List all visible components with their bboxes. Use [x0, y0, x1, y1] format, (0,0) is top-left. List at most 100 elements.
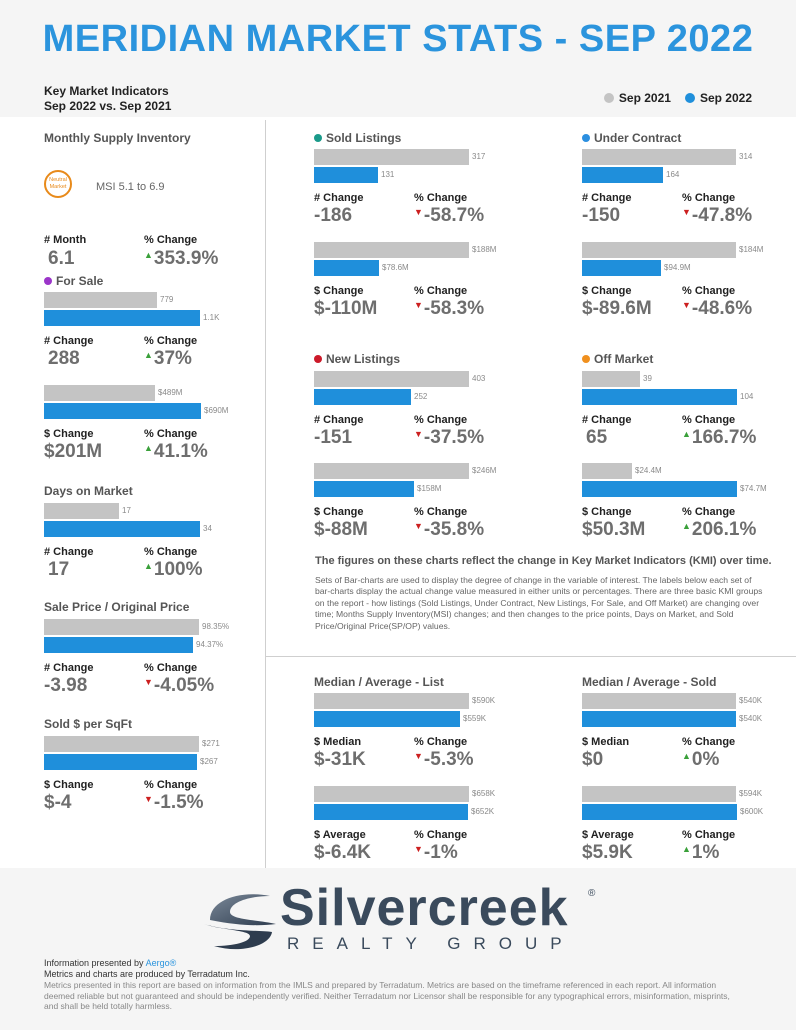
list-g2-pct-change: ▼ -1%: [414, 842, 458, 864]
pct-value: -35.8%: [423, 519, 485, 540]
down-arrow-icon: ▼: [414, 751, 423, 761]
list-g1-change-value: $-31K: [314, 749, 366, 770]
section-title-text: Median / Average - List: [314, 675, 444, 689]
sqft-bar-2022: [44, 754, 197, 770]
footer-produced: Metrics and charts are produced by Terra…: [44, 969, 250, 979]
sold-g1-label-2021: 317: [472, 152, 486, 161]
new-g2-label-2021: $246M: [472, 466, 497, 475]
under-g2-label-2022: $94.9M: [664, 263, 691, 272]
list-g2-change-label: $ Average: [314, 829, 366, 841]
new-g1-bar-2022: [314, 389, 411, 405]
for_sale-g1-change-label: # Change: [44, 335, 94, 347]
new-g2-bar-2021: [314, 463, 469, 479]
sqft-label-2021: $271: [202, 739, 220, 748]
off-g2-label-2022: $74.7M: [740, 484, 767, 493]
supply-title: Monthly Supply Inventory: [44, 131, 191, 145]
up-arrow-icon: ▲: [144, 350, 153, 360]
down-arrow-icon: ▼: [144, 794, 153, 804]
msi-range: MSI 5.1 to 6.9: [96, 181, 165, 193]
dom-pct-label: % Change: [144, 546, 198, 558]
footer-credits: Information presented by Aergo® Metrics …: [44, 958, 250, 980]
new-g1-change-label: # Change: [314, 414, 364, 426]
under-g2-change-label: $ Change: [582, 285, 632, 297]
for_sale-g2-pct-change: ▲ 41.1%: [144, 441, 208, 463]
soldp-g2-change-label: $ Average: [582, 829, 634, 841]
new-g2-bar-2022: [314, 481, 414, 497]
for_sale-g1-change-value: 288: [48, 348, 80, 369]
under-g2-change-value: $-89.6M: [582, 298, 652, 319]
vertical-divider: [265, 120, 266, 868]
legend-label-2021: Sep 2021: [618, 91, 671, 105]
soldp-g2-pct-label: % Change: [682, 829, 736, 841]
legend-dot-2022: [684, 93, 695, 103]
soldp-g1-bar-2021: [582, 693, 736, 709]
page-title: MERIDIAN MARKET STATS - SEP 2022: [42, 18, 754, 60]
pct-value: -4.05%: [153, 675, 215, 696]
aergo-link[interactable]: Aergo®: [145, 958, 177, 968]
under-title: Under Contract: [582, 131, 681, 145]
soldp-g1-change-label: $ Median: [582, 736, 630, 748]
kmi-line2: Sep 2022 vs. Sep 2021: [44, 99, 172, 113]
new-g2-label-2022: $158M: [417, 484, 442, 493]
sold-g2-pct-change: ▼ -58.3%: [414, 298, 484, 320]
sp_op-bar-2021: [44, 619, 199, 635]
pct-value: -1%: [423, 842, 458, 863]
pct-value: -48.6%: [691, 298, 753, 319]
neutral-market-badge-icon: Neutral Market: [44, 170, 72, 198]
soldp-title: Median / Average - Sold: [582, 675, 716, 689]
soldp-g1-label-2021: $540K: [739, 696, 763, 705]
pct-value: 166.7%: [691, 427, 757, 448]
logo-wordmark: Silvercreek: [280, 879, 569, 937]
horizontal-divider: [265, 656, 796, 657]
under-g2-label-2021: $184M: [739, 245, 764, 254]
for_sale-g1-pct-label: % Change: [144, 335, 198, 347]
sqft-label-2022: $267: [200, 757, 218, 766]
soldp-g2-label-2021: $594K: [739, 789, 763, 798]
pct-value: -58.7%: [423, 205, 485, 226]
new-g1-change-value: -151: [314, 427, 353, 448]
new-g1-pct-label: % Change: [414, 414, 468, 426]
soldp-g1-bar-2022: [582, 711, 736, 727]
list-g1-label-2021: $590K: [472, 696, 496, 705]
sold-g2-pct-label: % Change: [414, 285, 468, 297]
dom-pct-change: ▲ 100%: [144, 559, 203, 581]
for_sale-g1-label-2022: 1.1K: [203, 313, 220, 322]
up-arrow-icon: ▲: [682, 844, 691, 854]
new-g2-change-value: $-88M: [314, 519, 368, 540]
header-band: [0, 0, 796, 117]
soldp-g2-bar-2022: [582, 804, 737, 820]
notes-heading: The figures on these charts reflect the …: [315, 555, 772, 567]
dom-label-2021: 17: [122, 506, 131, 515]
pct-value: -1.5%: [153, 792, 204, 813]
for_sale-g2-pct-label: % Change: [144, 428, 198, 440]
dom-title: Days on Market: [44, 484, 133, 498]
sqft-pct-label: % Change: [144, 779, 198, 791]
for_sale-g2-label-2021: $489M: [158, 388, 183, 397]
silvercreek-logo-icon: [204, 894, 276, 950]
off-g1-pct-change: ▲ 166.7%: [682, 427, 756, 449]
for_sale-g2-change-value: $201M: [44, 441, 103, 462]
new-g2-pct-label: % Change: [414, 506, 468, 518]
up-arrow-icon: ▲: [682, 521, 691, 531]
sold-g1-label-2022: 131: [381, 170, 395, 179]
pct-value: -37.5%: [423, 427, 485, 448]
kmi-line1: Key Market Indicators: [44, 84, 169, 98]
off-g2-label-2021: $24.4M: [635, 466, 662, 475]
sold-g1-pct-change: ▼ -58.7%: [414, 205, 484, 227]
soldp-g2-change-value: $5.9K: [582, 842, 633, 863]
off-g2-pct-label: % Change: [682, 506, 736, 518]
list-g1-change-label: $ Median: [314, 736, 362, 748]
under-g1-change-label: # Change: [582, 192, 632, 204]
legend-item-2021: Sep 2021: [603, 91, 671, 105]
under-g1-label-2021: 314: [739, 152, 753, 161]
new-g1-label-2021: 403: [472, 374, 486, 383]
off-g1-label-2021: 39: [643, 374, 652, 383]
down-arrow-icon: ▼: [682, 300, 691, 310]
down-arrow-icon: ▼: [414, 207, 423, 217]
legend-label-2022: Sep 2022: [699, 91, 752, 105]
list-title: Median / Average - List: [314, 675, 444, 689]
pct-value: 1%: [691, 842, 720, 863]
for_sale-title: For Sale: [44, 274, 103, 288]
month-pct-value: 353.9%: [153, 248, 219, 269]
down-arrow-icon: ▼: [144, 677, 153, 687]
